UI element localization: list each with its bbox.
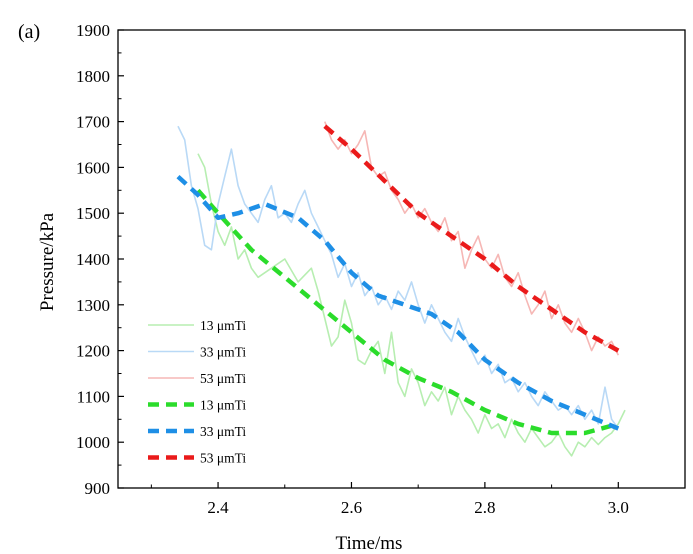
- y-tick-label: 1400: [76, 250, 110, 269]
- legend-label: 53 μmTi: [200, 451, 246, 466]
- fit-line-3: [196, 188, 619, 436]
- axes: 900 1000 1100 1200 1300 1400 1500 1600 1700 1800 1…: [76, 21, 686, 517]
- fit-line-4: [176, 174, 620, 431]
- y-tick-label: 1300: [76, 296, 110, 315]
- legend-label: 33 μmTi: [200, 424, 246, 439]
- legend-label: 13 μmTi: [200, 318, 246, 333]
- legend-item: 53 μmTi: [148, 451, 246, 466]
- legend-label: 33 μmTi: [200, 345, 246, 360]
- plot-area: [176, 121, 626, 457]
- legend-label: 13 μmTi: [200, 398, 246, 413]
- legend-item: 13 μmTi: [148, 318, 246, 333]
- y-tick-label: 1200: [76, 342, 110, 361]
- panel-label: (a): [18, 21, 40, 43]
- raw-line-1: [177, 125, 619, 429]
- y-tick-label: 1500: [76, 204, 110, 223]
- legend-item: 33 μmTi: [148, 424, 246, 439]
- series-group: [176, 121, 626, 457]
- x-tick-label: 2.6: [341, 498, 362, 517]
- y-tick-label: 1100: [77, 387, 110, 406]
- raw-line-2: [324, 121, 620, 356]
- fit-line-5: [323, 124, 620, 353]
- y-tick-label: 1700: [76, 113, 110, 132]
- x-tick-label: 2.8: [474, 498, 495, 517]
- legend-label: 53 μmTi: [200, 371, 246, 386]
- y-tick-label: 1000: [76, 433, 110, 452]
- legend: 13 μmTi 33 μmTi 53 μmTi 13 μmTi 33 μmTi 53 μm…: [148, 318, 246, 466]
- legend-item: 33 μmTi: [148, 345, 246, 360]
- y-tick-label: 1600: [76, 158, 110, 177]
- legend-item: 13 μmTi: [148, 398, 246, 413]
- x-axis-label: Time/ms: [336, 533, 403, 554]
- y-tick-label: 900: [85, 479, 111, 498]
- y-axis-label: Pressure/kPa: [37, 212, 58, 311]
- x-tick-label: 2.4: [207, 498, 229, 517]
- y-tick-label: 1900: [76, 21, 110, 40]
- legend-item: 53 μmTi: [148, 371, 246, 386]
- x-tick-label: 3.0: [608, 498, 629, 517]
- y-tick-label: 1800: [76, 67, 110, 86]
